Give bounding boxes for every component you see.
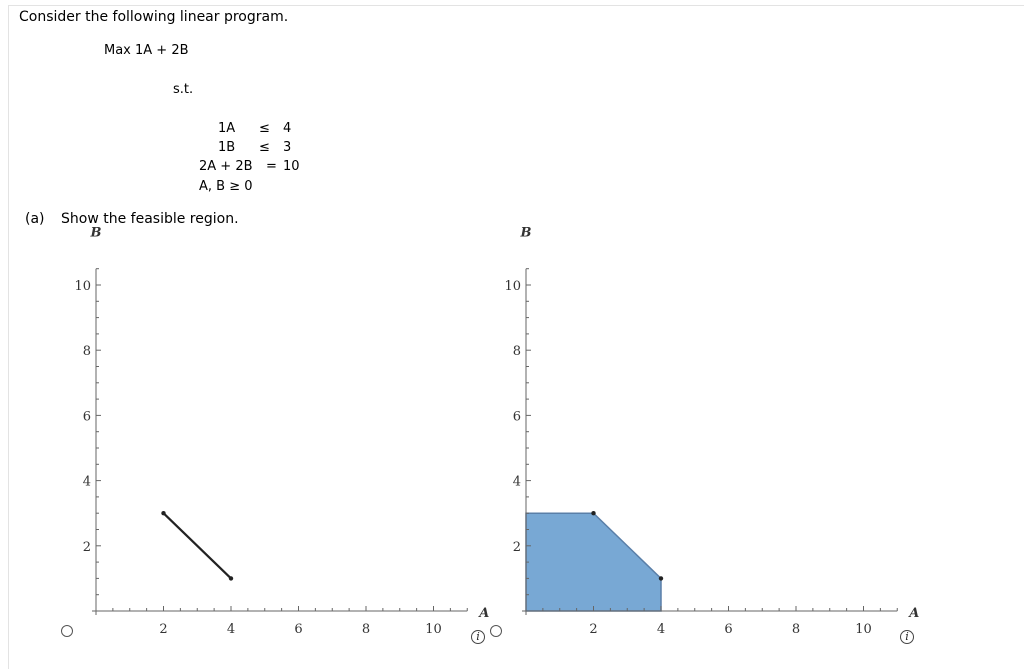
x-tick-label: 8 (362, 622, 370, 637)
y-tick-label: 2 (513, 540, 521, 555)
answer-radio-option-2[interactable] (490, 625, 502, 637)
subject-to-label: s.t. (173, 82, 194, 97)
question-frame (8, 5, 1024, 669)
part-a-prompt: Show the feasible region. (61, 211, 239, 227)
constraint-1-rhs: 4 (283, 121, 292, 136)
y-tick-label: 4 (513, 475, 521, 490)
constraint-1-op: ≤ (259, 121, 270, 136)
x-tick-label: 4 (657, 622, 665, 637)
constraint-2-op: ≤ (259, 140, 270, 155)
y-tick-label: 4 (83, 475, 91, 490)
chart-option-1: 2 4 6 8 10 2 4 6 8 10 A B (0, 226, 489, 659)
answer-radio-option-1[interactable] (61, 625, 73, 637)
y-tick-label: 6 (513, 409, 521, 424)
constraint-1-lhs: 1A (218, 121, 236, 136)
x-tick-label: 2 (159, 622, 167, 637)
x-axis-title: A (907, 606, 919, 621)
part-a-label: (a) (25, 211, 45, 227)
constraint-3-lhs: 2A + 2B (199, 159, 253, 174)
chart-option-2-svg: 2 4 6 8 10 2 4 6 8 10 A B (504, 226, 919, 637)
x-tick-label: 8 (792, 622, 800, 637)
y-tick-label: 6 (83, 409, 91, 424)
y-axis-title: B (90, 226, 102, 241)
nonnegativity-constraint: A, B ≥ 0 (199, 179, 253, 194)
objective-function: Max 1A + 2B (104, 43, 189, 58)
constraint-2-rhs: 3 (283, 140, 292, 155)
x-axis-title: A (477, 606, 489, 621)
y-axis-title: B (520, 226, 532, 241)
y-tick-label: 8 (513, 344, 521, 359)
info-icon[interactable]: i (471, 630, 485, 644)
y-tick-label: 10 (74, 279, 91, 294)
chart-option-2: 2 4 6 8 10 2 4 6 8 10 A B (430, 226, 919, 659)
x-tick-label: 10 (855, 622, 872, 637)
constraint-3-op: = (266, 159, 277, 174)
y-tick-label: 8 (83, 344, 91, 359)
constraint-3-rhs: 10 (283, 159, 300, 174)
feasible-region (525, 512, 662, 612)
info-icon[interactable]: i (900, 630, 914, 644)
question-intro: Consider the following linear program. (19, 9, 289, 25)
x-tick-label: 6 (294, 622, 302, 637)
x-tick-label: 2 (589, 622, 597, 637)
x-tick-label: 6 (724, 622, 732, 637)
constraint-segment (162, 512, 232, 580)
region-vertex (658, 576, 664, 581)
x-tick-label: 4 (227, 622, 235, 637)
segment-endpoint (161, 511, 166, 516)
segment-endpoint (228, 576, 234, 581)
chart-option-1-svg: 2 4 6 8 10 2 4 6 8 10 A B (74, 226, 489, 637)
x-tick-label: 10 (425, 622, 442, 637)
constraint-2-lhs: 1B (218, 140, 236, 155)
y-tick-label: 10 (504, 279, 521, 294)
region-vertex (591, 511, 596, 516)
y-tick-label: 2 (83, 540, 91, 555)
